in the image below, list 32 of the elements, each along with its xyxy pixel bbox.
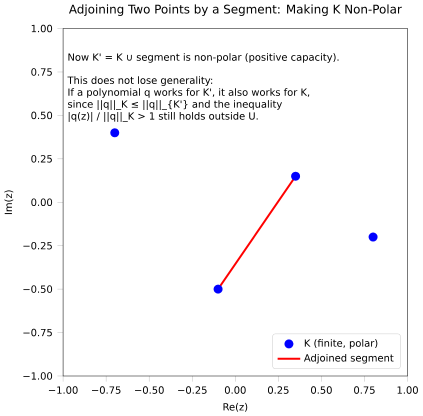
legend-label: Adjoined segment <box>304 354 394 364</box>
annotation: If a polynomial q works for K', it also works for K, <box>68 88 310 98</box>
y-tick-label: 1.00 <box>32 24 52 32</box>
y-tick-label: 0.25 <box>31 155 52 163</box>
x-axis-title: Re(z) <box>224 402 248 412</box>
point <box>214 284 223 294</box>
y-tick-label: −0.50 <box>23 285 52 293</box>
x-tick-label: −0.75 <box>92 386 120 394</box>
y-axis-title: Im(z) <box>4 190 14 214</box>
x-tick-label: 0.75 <box>354 386 375 394</box>
annotation: Now K' = K ∪ segment is non-polar (positive capacity). <box>68 53 339 63</box>
y-tick-label: −0.75 <box>23 328 52 336</box>
x-tick-label: −0.25 <box>178 386 207 394</box>
annotation: |q(z)| / ||q||_K > 1 still holds outside U. <box>68 112 258 122</box>
y-tick-label: 0.00 <box>31 198 52 206</box>
chart-title: Adjoining Two Points by a Segment: Making K Non-Polar <box>68 4 402 16</box>
point <box>291 172 300 181</box>
x-tick-label: 0.50 <box>311 386 332 394</box>
x-tick-label: 1.00 <box>398 386 418 394</box>
y-tick-label: −0.25 <box>23 242 52 250</box>
point <box>368 232 378 242</box>
x-tick-label: −0.50 <box>135 386 164 394</box>
y-tick-label: 0.50 <box>31 112 52 120</box>
x-tick-label: −1.00 <box>48 386 78 394</box>
y-tick-label: −1.00 <box>23 372 52 380</box>
x-tick-label: 0.00 <box>224 386 246 394</box>
annotation: This does not lose generality: <box>67 76 212 86</box>
annotation: since ||q||_K ≤ ||q||_{K'} and the inequality <box>68 100 282 110</box>
y-tick-label: 0.75 <box>31 68 52 76</box>
legend-label: K (finite, polar) <box>304 339 378 349</box>
point <box>110 128 120 138</box>
x-tick-label: 0.25 <box>268 386 289 394</box>
